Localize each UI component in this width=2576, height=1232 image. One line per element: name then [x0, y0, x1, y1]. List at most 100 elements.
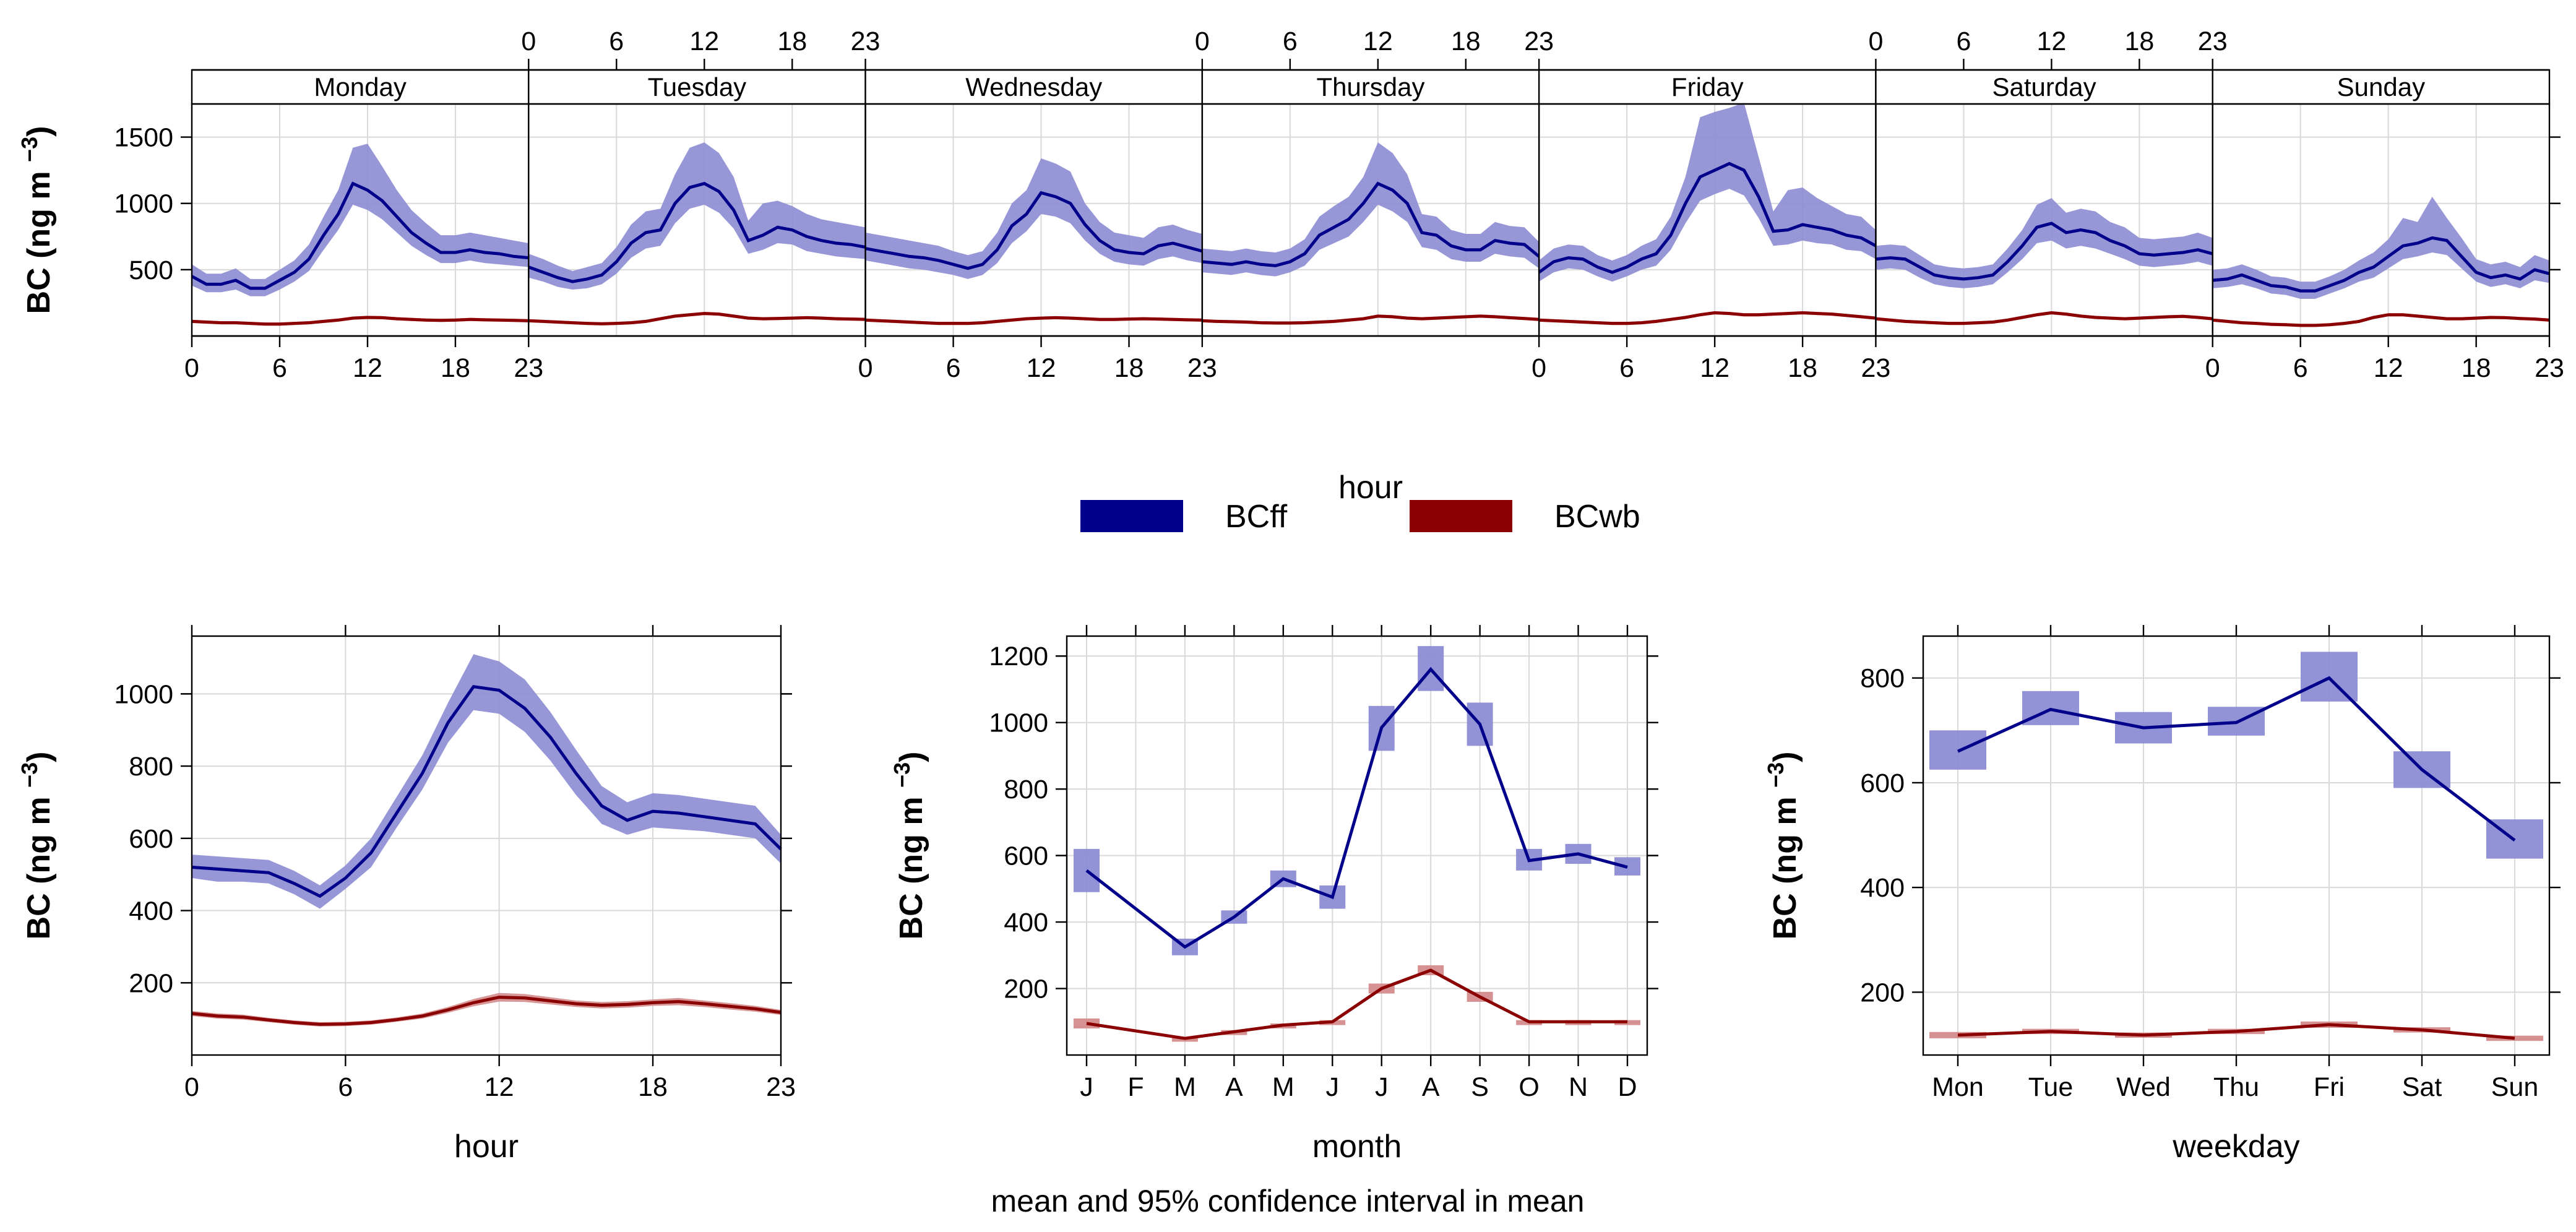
bcwb-line	[1202, 314, 1540, 325]
x-tick-label: 6	[1283, 27, 1298, 56]
y-axis-title-main: BC	[894, 884, 929, 940]
bcff-line	[191, 181, 529, 290]
x-tick-label: 6	[338, 1072, 353, 1102]
x-tick-label: 12	[1027, 353, 1056, 383]
bcff-line	[1202, 181, 1540, 267]
panel-strip	[1201, 69, 1540, 105]
x-tick-label: 23	[2198, 27, 2228, 56]
x-tick-label: 6	[946, 353, 961, 383]
plot-frame	[1066, 635, 1648, 1056]
weekday-chart: Mon Tue Wed Thu Fri Sat Sun 200 400 600 800 weekday…	[1763, 625, 2561, 1165]
bcwb-line	[191, 316, 529, 326]
panel-strip	[1538, 69, 1877, 105]
y-axis-title: BC (ng m −3)	[17, 752, 57, 940]
x-tick-label: D	[1618, 1072, 1637, 1102]
x-tick-label: A	[1225, 1072, 1243, 1102]
bcwb-ci-box	[2486, 1035, 2543, 1041]
x-tick-label: Thu	[2213, 1072, 2259, 1102]
panel-strip-label: Monday	[314, 72, 406, 101]
bcff-ci-band	[528, 142, 866, 290]
x-tick-label: 18	[638, 1072, 668, 1102]
x-tick-label: O	[1518, 1072, 1539, 1102]
x-axis-title: weekday	[2172, 1129, 2299, 1165]
panel-strip-label: Saturday	[1992, 72, 2096, 101]
x-tick-label: 12	[2036, 27, 2066, 56]
panel-strip-label: Thursday	[1316, 72, 1424, 101]
y-axis-title-close: )	[21, 752, 57, 762]
panel-strip-label: Sunday	[2337, 72, 2425, 101]
x-tick-label: Tue	[2028, 1072, 2074, 1102]
bcwb-ci-band	[192, 993, 781, 1027]
weekday-hour-chart: Monday 0 6 12 18 23 Tuesday 0 6 12 18 23 Wednesday 0 6…	[17, 27, 2564, 506]
bcff-line	[1876, 222, 2213, 281]
x-tick-label: A	[1422, 1072, 1440, 1102]
x-tick-label: 18	[777, 27, 807, 56]
x-tick-label: M	[1174, 1072, 1196, 1102]
x-tick-label: S	[1471, 1072, 1489, 1102]
y-tick-label: 1000	[989, 709, 1048, 738]
x-tick-label: Wed	[2116, 1072, 2171, 1102]
x-tick-label: 12	[689, 27, 719, 56]
y-tick-label: 600	[129, 824, 173, 854]
month-chart: J F M A M J J A S O N D20040060080010001200monthBC …	[889, 625, 1658, 1165]
y-axis-title-close: )	[21, 126, 57, 137]
x-tick-label: J	[1326, 1072, 1340, 1102]
y-tick-label: 1000	[114, 189, 173, 219]
y-tick-label: 800	[1860, 664, 1905, 694]
x-tick-label: 0	[521, 27, 536, 56]
bcff-ci-band	[192, 654, 781, 909]
bcwb-line	[1876, 311, 2213, 325]
bcff-ci-box	[1074, 848, 1100, 892]
x-tick-label: Fri	[2314, 1072, 2345, 1102]
y-tick-label: 200	[129, 968, 173, 998]
y-tick-label: 500	[129, 256, 173, 285]
x-tick-label: 0	[2205, 353, 2220, 383]
bcff-line	[1957, 676, 2516, 842]
y-tick-label: 1500	[114, 123, 173, 153]
x-axis-title: hour	[1338, 470, 1403, 506]
y-axis-title-close: )	[1767, 752, 1803, 762]
y-axis-title-exp: −3	[17, 762, 42, 788]
legend-swatch-bcff	[1080, 500, 1183, 532]
y-axis-title-unit: (ng m	[894, 788, 929, 884]
x-tick-label: 23	[851, 27, 881, 56]
bcwb-line	[1086, 968, 1627, 1040]
y-axis-title-unit: (ng m	[1767, 788, 1803, 884]
x-tick-label: 12	[1700, 353, 1730, 383]
bcwb-line	[191, 996, 782, 1026]
bcff-ci-band	[1876, 198, 2213, 288]
x-tick-label: 18	[2124, 27, 2154, 56]
bcff-line	[865, 191, 1203, 270]
x-tick-label: J	[1375, 1072, 1389, 1102]
panel-strip-label: Friday	[1671, 72, 1744, 101]
y-axis-title-exp: −3	[889, 762, 915, 788]
x-tick-label: 6	[1956, 27, 1971, 56]
x-tick-label: 23	[1524, 27, 1554, 56]
x-tick-label: 6	[609, 27, 624, 56]
x-tick-label: 0	[858, 353, 873, 383]
x-tick-label: 6	[2293, 353, 2308, 383]
plot-frame	[191, 635, 782, 1056]
bcwb-line	[1538, 311, 1876, 325]
y-axis-title: BC (ng m −3)	[17, 126, 57, 314]
x-tick-label: 12	[485, 1072, 514, 1102]
x-tick-label: 6	[1619, 353, 1634, 383]
panel-strip-label: Tuesday	[648, 72, 747, 101]
y-axis-title-unit: (ng m	[21, 788, 57, 884]
y-axis-title-exp: −3	[1763, 762, 1788, 788]
legend-label-bcwb: BCwb	[1554, 499, 1640, 535]
bcwb-line	[528, 312, 866, 325]
bcwb-line	[1957, 1023, 2515, 1040]
x-tick-label: 0	[1868, 27, 1883, 56]
x-tick-label: 12	[353, 353, 382, 383]
y-tick-label: 600	[1004, 842, 1048, 871]
panel-frame	[1201, 103, 1540, 337]
x-tick-label: 12	[1363, 27, 1393, 56]
y-tick-label: 400	[1004, 908, 1048, 937]
bcff-ci-band	[192, 144, 529, 296]
x-tick-label: 0	[184, 1072, 199, 1102]
x-tick-label: J	[1080, 1072, 1093, 1102]
y-axis-title-exp: −3	[17, 137, 42, 162]
x-tick-label: Sat	[2402, 1072, 2442, 1102]
x-tick-label: 23	[2535, 353, 2564, 383]
